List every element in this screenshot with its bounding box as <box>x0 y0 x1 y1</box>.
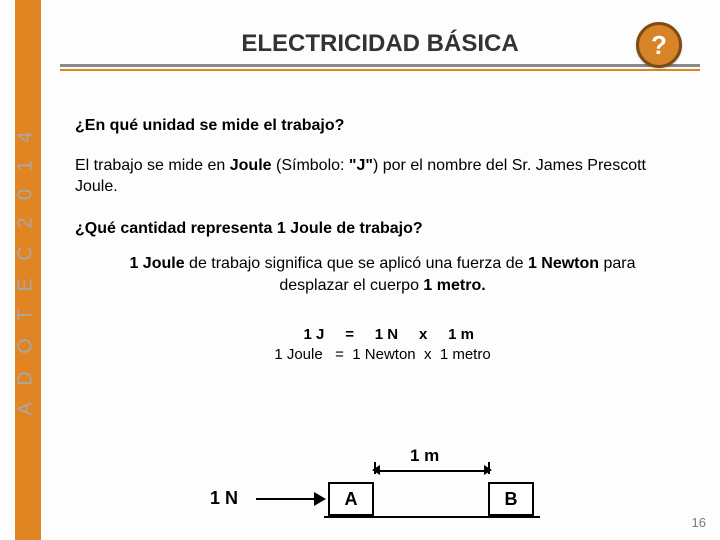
help-icon[interactable]: ? <box>636 22 682 68</box>
ground-line <box>324 516 540 518</box>
page-number: 16 <box>692 515 706 530</box>
sidebar-strip <box>15 0 41 540</box>
divider-gray <box>60 64 700 67</box>
equation-words: 1 Joule = 1 Newton x 1 metro <box>75 345 690 365</box>
header: ELECTRICIDAD BÁSICA <box>60 30 700 71</box>
divider-orange <box>60 69 700 71</box>
question-1: ¿En qué unidad se mide el trabajo? <box>75 115 690 137</box>
dim-arrow-right <box>484 465 492 475</box>
box-a: A <box>328 482 374 516</box>
a1-text-pre: El trabajo se mide en <box>75 157 230 174</box>
question-mark-icon: ? <box>651 30 667 61</box>
slide: A D O T E C 2 0 1 4 ELECTRICIDAD BÁSICA … <box>0 0 720 540</box>
force-arrow-shaft <box>256 498 316 500</box>
a2-1metro: 1 metro. <box>423 277 485 294</box>
a1-text-mid: (Símbolo: <box>272 157 349 174</box>
content: ¿En qué unidad se mide el trabajo? El tr… <box>75 115 690 365</box>
a2-1joule: 1 Joule <box>129 255 184 272</box>
a1-joule: Joule <box>230 157 272 174</box>
a2-t1: de trabajo significa que se aplicó una f… <box>185 255 528 272</box>
equation-block: 1 J = 1 N x 1 m 1 Joule = 1 Newton x 1 m… <box>75 325 690 366</box>
a1-j-symbol: "J" <box>349 157 373 174</box>
answer-2: 1 Joule de trabajo significa que se apli… <box>95 253 670 296</box>
page-title: ELECTRICIDAD BÁSICA <box>60 30 700 58</box>
force-arrow-head-icon <box>314 492 326 506</box>
equation-symbols: 1 J = 1 N x 1 m <box>75 325 690 345</box>
distance-label: 1 m <box>410 446 439 466</box>
dimension-line <box>376 470 488 472</box>
answer-1: El trabajo se mide en Joule (Símbolo: "J… <box>75 155 690 198</box>
box-b: B <box>488 482 534 516</box>
force-label: 1 N <box>210 488 238 509</box>
question-2: ¿Qué cantidad representa 1 Joule de trab… <box>75 218 690 240</box>
a2-1newton: 1 Newton <box>528 255 599 272</box>
work-diagram: 1 m 1 N A B <box>220 460 600 530</box>
